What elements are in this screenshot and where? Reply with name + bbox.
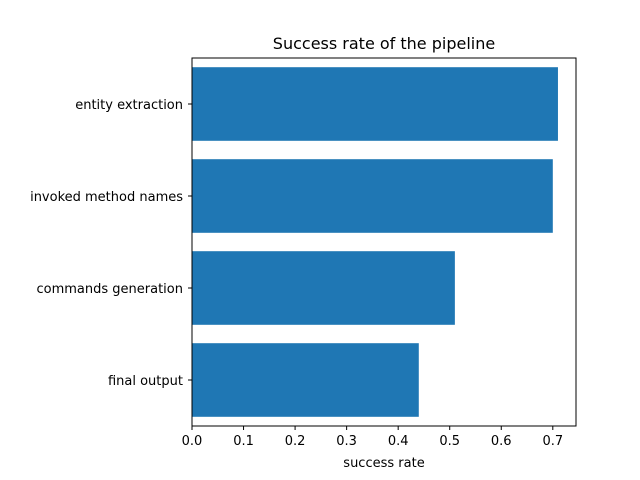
- x-tick-label: 0.6: [491, 434, 512, 449]
- y-tick-label: final output: [108, 374, 183, 389]
- x-tick-label: 0.2: [285, 434, 306, 449]
- x-axis-label: success rate: [343, 456, 424, 471]
- x-tick-label: 0.5: [439, 434, 460, 449]
- bar-final-output: [192, 343, 419, 417]
- bar-commands-generation: [192, 251, 455, 325]
- x-tick-label: 0.0: [182, 434, 203, 449]
- y-tick-label: commands generation: [37, 282, 184, 297]
- bars-group: [192, 67, 558, 417]
- x-tick-label: 0.1: [233, 434, 254, 449]
- y-tick-label: entity extraction: [75, 98, 183, 113]
- bar-entity-extraction: [192, 67, 558, 141]
- x-axis: 0.0 0.1 0.2 0.3 0.4 0.5 0.6 0.7: [182, 426, 563, 449]
- chart-title: Success rate of the pipeline: [273, 34, 495, 53]
- x-tick-label: 0.3: [336, 434, 357, 449]
- x-tick-label: 0.7: [542, 434, 563, 449]
- plot-frame: [191, 57, 577, 427]
- y-tick-label: invoked method names: [30, 190, 183, 205]
- x-tick-label: 0.4: [388, 434, 409, 449]
- bar-invoked-method-names: [192, 159, 553, 233]
- y-axis: entity extraction invoked method names com…: [30, 98, 192, 389]
